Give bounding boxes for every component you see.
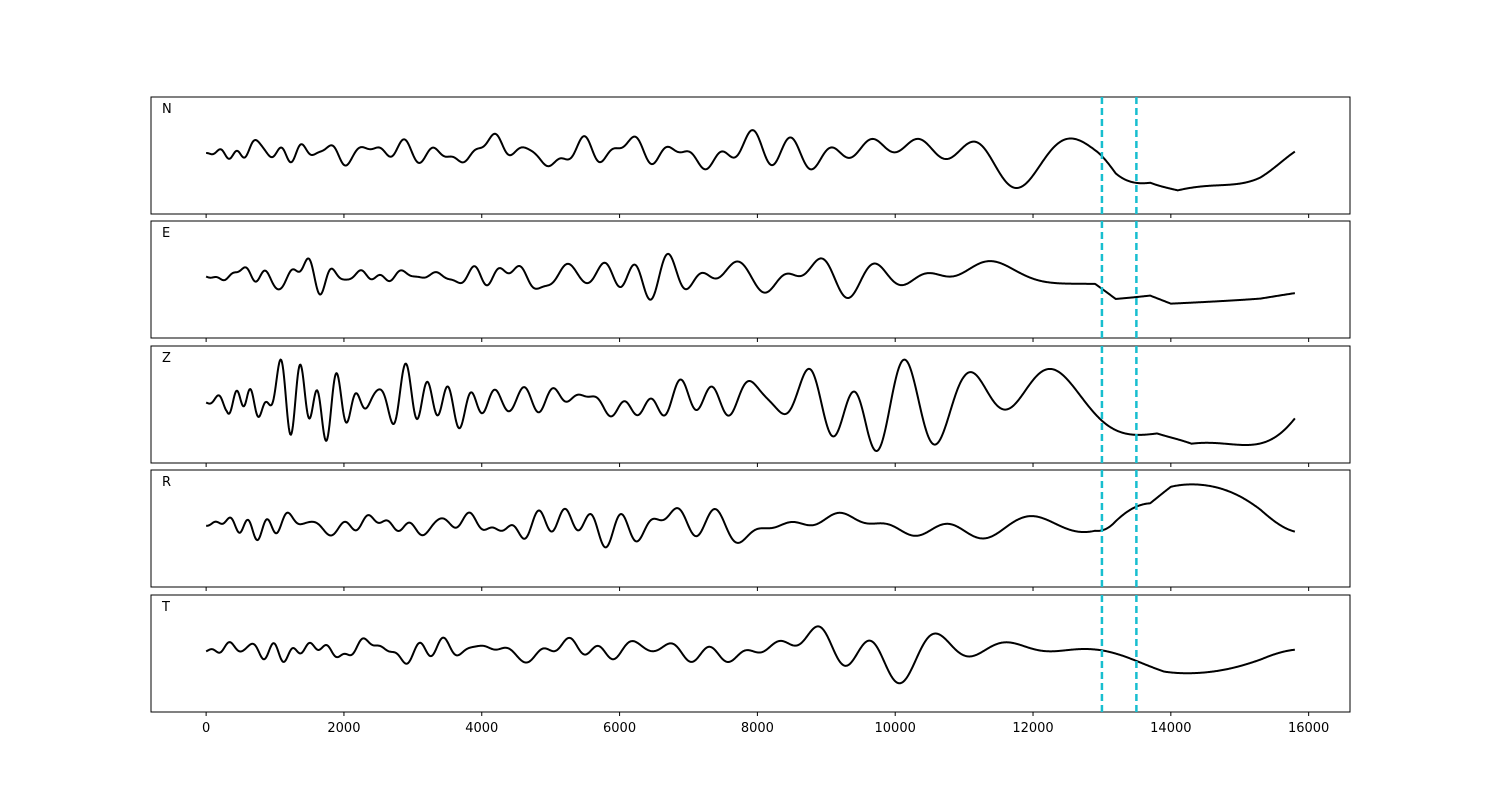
panel-t: T — [150, 594, 1351, 716]
waveform-trace — [205, 625, 1296, 685]
panel-z: Z — [150, 345, 1351, 467]
panel-label: T — [161, 600, 170, 615]
panel-label: N — [162, 102, 172, 117]
x-tick-label: 0 — [202, 721, 210, 736]
x-axis: 0 2000 4000 6000 8000 10000 12000 14000 16000 — [202, 721, 1329, 736]
panel-frame — [150, 594, 1351, 713]
waveform-trace — [205, 483, 1296, 549]
panel-r: R — [150, 469, 1351, 591]
panel-label: Z — [162, 351, 171, 366]
waveform-trace — [205, 129, 1296, 192]
x-tick-label: 2000 — [327, 721, 360, 736]
panel-frame — [150, 345, 1351, 464]
panel-label: E — [162, 226, 170, 241]
panel-frame — [150, 469, 1351, 588]
waveform-trace — [205, 252, 1296, 305]
x-tick-label: 4000 — [465, 721, 498, 736]
x-tick-label: 12000 — [1012, 721, 1053, 736]
x-tick-label: 16000 — [1288, 721, 1329, 736]
x-tick-label: 6000 — [603, 721, 636, 736]
panel-frame — [150, 96, 1351, 215]
x-tick-label: 14000 — [1150, 721, 1191, 736]
waveform-trace — [205, 358, 1296, 452]
x-tick-label: 10000 — [875, 721, 916, 736]
panel-frame — [150, 220, 1351, 339]
panel-n: N — [150, 96, 1351, 218]
panel-e: E — [150, 220, 1351, 342]
panels-layer: N E Z R T — [150, 96, 1351, 716]
panel-label: R — [162, 475, 171, 490]
x-tick-label: 8000 — [741, 721, 774, 736]
